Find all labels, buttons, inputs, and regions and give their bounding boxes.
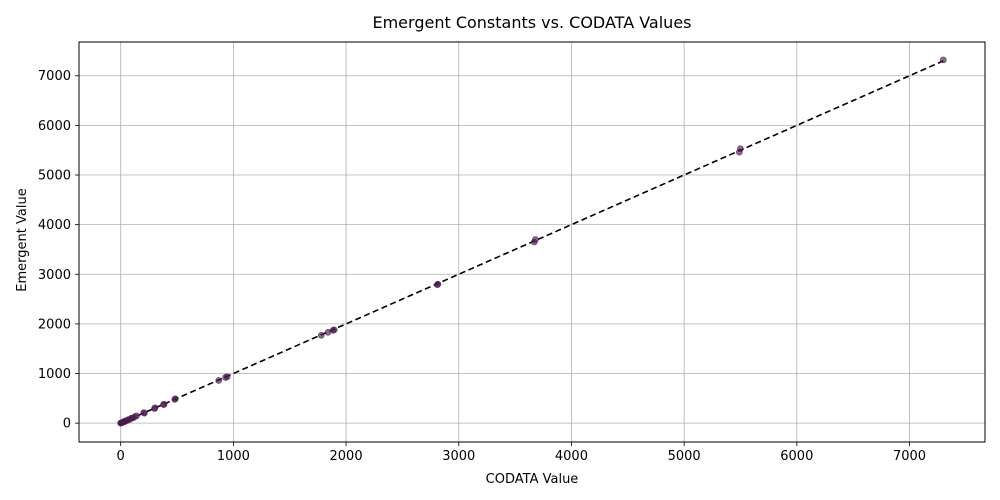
data-point	[532, 236, 539, 243]
x-tick-label: 3000	[442, 449, 475, 464]
plot-frame	[78, 41, 986, 443]
data-point	[317, 332, 325, 339]
data-point	[434, 280, 442, 288]
data-point	[215, 377, 223, 384]
y-tick-label: 1000	[38, 367, 71, 382]
y-tick-label: 2000	[38, 317, 71, 332]
ticks-layer: 0 1000 2000 3000 4000 5000 6000 7000 0 1000 2000 30…	[38, 69, 926, 464]
y-tick-label: 3000	[38, 268, 71, 283]
data-point	[133, 412, 140, 420]
data-point	[223, 373, 231, 381]
x-tick-label: 2000	[330, 449, 363, 464]
x-tick-label: 0	[117, 449, 125, 464]
points-layer	[117, 56, 947, 427]
x-tick-label: 1000	[217, 449, 250, 464]
data-point	[330, 326, 338, 334]
data-point	[151, 404, 159, 412]
data-point	[141, 409, 148, 417]
x-axis-label: CODATA Value	[486, 472, 579, 487]
data-point	[172, 395, 179, 403]
x-tick-label: 6000	[780, 449, 813, 464]
data-point	[737, 145, 744, 152]
y-tick-label: 6000	[38, 119, 71, 134]
data-point	[160, 400, 168, 408]
x-tick-label: 4000	[555, 449, 588, 464]
y-axis-label: Emergent Value	[15, 188, 30, 291]
y-tick-label: 5000	[38, 169, 71, 184]
data-point	[940, 56, 947, 64]
y-tick-label: 0	[63, 417, 71, 432]
y-tick-label: 7000	[38, 69, 71, 84]
y-tick-label: 4000	[38, 218, 71, 233]
grid	[79, 42, 985, 442]
chart-title: Emergent Constants vs. CODATA Values	[372, 13, 691, 32]
x-tick-label: 5000	[668, 449, 701, 464]
x-tick-label: 7000	[893, 449, 926, 464]
